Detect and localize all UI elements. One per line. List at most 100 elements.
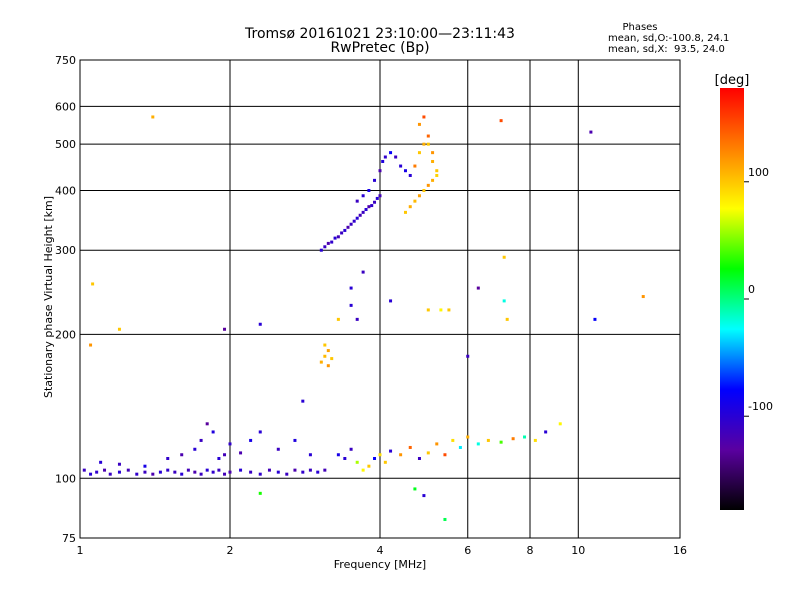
data-point	[276, 470, 280, 474]
data-point	[99, 460, 103, 464]
data-point	[422, 115, 426, 119]
colorbar-tick-label: 100	[748, 166, 769, 179]
data-point	[346, 225, 350, 229]
data-point	[211, 470, 215, 474]
data-point	[249, 438, 253, 442]
data-point	[589, 130, 593, 134]
data-point	[249, 470, 253, 474]
data-point	[258, 322, 262, 326]
data-point	[458, 445, 462, 449]
data-point	[276, 447, 280, 451]
data-point	[378, 169, 382, 173]
data-point	[422, 494, 426, 498]
data-point	[308, 468, 312, 472]
data-point	[408, 445, 412, 449]
data-point	[193, 447, 197, 451]
data-point	[158, 470, 162, 474]
data-point	[336, 235, 340, 239]
data-point	[217, 456, 221, 460]
data-point	[403, 169, 407, 173]
data-point	[408, 173, 412, 177]
data-point	[343, 228, 347, 232]
data-point	[343, 456, 347, 460]
x-axis-label: Frequency [MHz]	[333, 558, 427, 571]
data-point	[355, 460, 359, 464]
data-point	[117, 462, 121, 466]
data-point	[417, 151, 421, 155]
data-point	[367, 205, 371, 209]
data-point	[435, 169, 439, 173]
phases-o-stats: mean, sd,O:-100.8, 24.1	[608, 33, 730, 44]
data-point	[217, 468, 221, 472]
data-point	[205, 468, 209, 472]
colorbar-tick-label: 0	[748, 283, 755, 296]
y-tick-label: 200	[55, 328, 76, 341]
x-tick-label: 10	[571, 544, 585, 557]
data-point	[108, 472, 112, 476]
data-point	[383, 460, 387, 464]
y-tick-label: 750	[55, 54, 76, 67]
data-point	[502, 255, 506, 259]
data-point	[349, 447, 353, 451]
data-point	[223, 453, 227, 457]
data-point	[239, 451, 243, 455]
data-point	[316, 470, 320, 474]
colorbar-label: [deg]	[715, 73, 750, 88]
data-point	[431, 178, 435, 182]
data-point	[361, 194, 365, 198]
data-point	[361, 468, 365, 472]
data-point	[447, 308, 451, 312]
data-point	[364, 208, 368, 212]
data-point	[323, 245, 327, 249]
data-point	[319, 248, 323, 252]
data-point	[352, 219, 356, 223]
data-point	[82, 468, 86, 472]
data-point	[89, 472, 93, 476]
data-point	[228, 442, 232, 446]
data-point	[340, 231, 344, 235]
data-point	[301, 399, 305, 403]
data-point	[443, 517, 447, 521]
data-point	[95, 470, 99, 474]
data-point	[381, 159, 385, 163]
data-point	[323, 468, 327, 472]
data-point	[383, 155, 387, 159]
data-point	[349, 303, 353, 307]
data-point	[426, 134, 430, 138]
x-tick-label: 16	[673, 544, 687, 557]
data-point	[117, 470, 121, 474]
data-point	[186, 468, 190, 472]
y-tick-label: 500	[55, 138, 76, 151]
data-point	[558, 422, 562, 426]
data-point	[326, 349, 330, 353]
data-point	[373, 200, 377, 204]
data-point	[355, 199, 359, 203]
data-point	[439, 308, 443, 312]
x-tick-label: 6	[464, 544, 471, 557]
data-point	[443, 453, 447, 457]
phases-heading: Phases	[622, 22, 658, 33]
data-point	[223, 327, 227, 331]
data-point	[367, 188, 371, 192]
data-point	[166, 456, 170, 460]
data-point	[180, 453, 184, 457]
data-point	[426, 142, 430, 146]
y-tick-label: 400	[55, 184, 76, 197]
data-point	[326, 241, 330, 245]
data-point	[476, 442, 480, 446]
data-point	[378, 194, 382, 198]
data-point	[389, 299, 393, 303]
data-point	[413, 199, 417, 203]
data-point	[389, 151, 393, 155]
data-point	[361, 270, 365, 274]
data-point	[358, 213, 362, 217]
data-point	[422, 188, 426, 192]
data-point	[143, 470, 147, 474]
data-point	[466, 435, 470, 439]
y-tick-label: 600	[55, 100, 76, 113]
data-point	[285, 472, 289, 476]
data-point	[373, 456, 377, 460]
data-point	[323, 343, 327, 347]
data-point	[173, 470, 177, 474]
x-tick-label: 8	[527, 544, 534, 557]
